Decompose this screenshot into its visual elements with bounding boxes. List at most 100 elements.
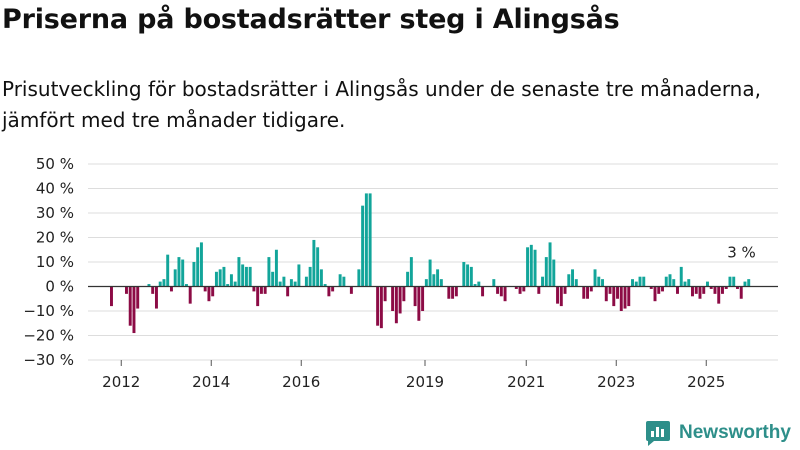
bar [169, 286, 173, 292]
bar [492, 279, 496, 287]
bar [634, 281, 638, 287]
bar [503, 286, 507, 302]
bar [267, 257, 271, 287]
bar [608, 286, 612, 294]
annotation-label: 3 % [727, 244, 756, 262]
bar [391, 286, 395, 311]
x-tick-label: 2016 [282, 373, 320, 390]
bar [154, 286, 158, 309]
bar [199, 242, 203, 287]
bar [252, 286, 256, 292]
bar [653, 286, 657, 302]
bar [623, 286, 627, 309]
bar [308, 266, 312, 287]
bar [567, 274, 571, 287]
bar [293, 281, 297, 287]
bar [638, 276, 642, 287]
bar [597, 276, 601, 287]
bar [526, 247, 530, 287]
bar [518, 286, 522, 294]
bar [589, 286, 593, 292]
bar [631, 279, 634, 287]
bar [548, 242, 552, 287]
bar [657, 286, 661, 294]
bar [241, 264, 245, 287]
bar [724, 286, 728, 289]
bar [361, 205, 365, 287]
bar [207, 286, 211, 302]
bar [447, 286, 451, 299]
bar [278, 281, 282, 287]
bar [499, 286, 503, 297]
bar [687, 279, 691, 287]
bar [289, 279, 293, 287]
bar [454, 286, 458, 297]
bar [739, 286, 743, 299]
bar [218, 269, 222, 287]
bar [702, 286, 706, 294]
bar [586, 286, 590, 299]
bar [679, 266, 683, 287]
bar [413, 286, 417, 307]
bar [533, 249, 537, 287]
bar [406, 271, 410, 287]
bar [571, 269, 575, 287]
bar [402, 286, 406, 302]
bar [274, 249, 278, 287]
bar [728, 276, 732, 287]
x-tick-label: 2019 [406, 373, 444, 390]
bar [627, 286, 631, 307]
brand-name: Newsworthy [679, 422, 791, 443]
bar [357, 269, 361, 287]
y-tick-label: 40 % [36, 180, 74, 198]
bar [668, 274, 672, 287]
newsworthy-logo: Newsworthy [645, 420, 791, 446]
bar [376, 286, 380, 326]
x-tick-label: 2023 [597, 373, 635, 390]
y-tick-label: 0 % [45, 278, 74, 296]
bar [110, 286, 113, 307]
y-tick-label: 30 % [36, 204, 74, 222]
bar [496, 286, 500, 294]
bar [237, 257, 241, 287]
bar [469, 266, 473, 287]
chart-subtitle: Prisutveckling för bostadsrätter i Aling… [2, 77, 761, 132]
bar [514, 286, 518, 289]
bar [158, 281, 162, 287]
bar [672, 279, 676, 287]
x-tick-label: 2014 [192, 373, 230, 390]
bar [286, 286, 290, 297]
bar [177, 257, 181, 287]
bar [743, 281, 747, 287]
bar [428, 259, 432, 287]
bar [451, 286, 455, 299]
y-tick-label: −20 % [23, 327, 74, 345]
bar [477, 281, 481, 287]
y-tick-label: 10 % [36, 253, 74, 271]
newsworthy-icon [646, 421, 670, 446]
bar [173, 269, 177, 287]
bar [544, 257, 548, 287]
bar [271, 271, 275, 287]
bar [604, 286, 608, 302]
chart-title: Priserna på bostadsrätter steg i Alingså… [2, 4, 620, 35]
bar [349, 286, 353, 294]
bar [612, 286, 616, 307]
bar [192, 262, 196, 287]
bar [188, 286, 192, 304]
bar [529, 244, 533, 287]
bar [229, 274, 233, 287]
bar [556, 286, 560, 304]
bar [166, 254, 170, 287]
bar [211, 286, 215, 297]
x-tick-label: 2021 [507, 373, 545, 390]
y-tick-label: 20 % [36, 229, 74, 247]
bar [214, 271, 218, 287]
bar [522, 286, 526, 292]
bar [233, 281, 237, 287]
bar [706, 281, 709, 287]
bar [717, 286, 721, 304]
bar [124, 286, 128, 294]
bar [259, 286, 263, 294]
bar [147, 284, 151, 287]
